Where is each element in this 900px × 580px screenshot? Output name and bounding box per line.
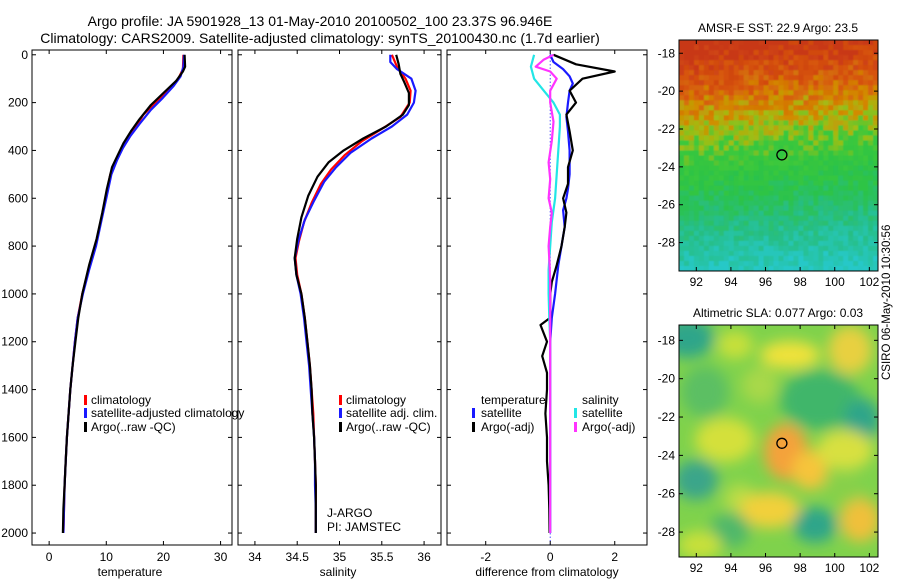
y-tick-label: 0 xyxy=(21,48,28,62)
map-y-tick-label: -24 xyxy=(658,160,676,174)
map-y-tick-label: -18 xyxy=(658,46,676,60)
side-label-text: CSIRO 06-May-2010 10:30:56 xyxy=(881,224,893,380)
map-x-tick-label: 96 xyxy=(759,275,773,289)
sst-map-frame xyxy=(678,39,879,272)
map-y-tick-label: -22 xyxy=(658,122,676,136)
difference-axis-label: difference from climatology xyxy=(475,565,618,579)
legend-item-argo: Argo(..raw -QC) xyxy=(91,420,176,434)
map-y-tick-label: -26 xyxy=(658,198,676,212)
x-tick-label: 34.5 xyxy=(286,550,310,564)
legend-swatch-blue xyxy=(339,408,342,418)
legend-swatch-magenta xyxy=(574,422,577,432)
y-tick-label: 1600 xyxy=(1,430,28,444)
series-line-temperature-argo-adj- xyxy=(539,53,616,534)
x-tick-label: 0 xyxy=(46,550,53,564)
y-tick-label: 1000 xyxy=(1,287,28,301)
map-y-tick-label: -22 xyxy=(658,410,676,424)
x-tick-label: 36 xyxy=(417,550,431,564)
legend-item-sal-argo: Argo(-adj) xyxy=(582,420,635,434)
y-tick-label: 400 xyxy=(8,143,28,157)
map-x-tick-label: 100 xyxy=(825,561,845,575)
sst-map xyxy=(679,40,878,271)
legend-item-sal-satellite: satellite xyxy=(582,406,623,420)
legend-item-climatology: climatology xyxy=(91,393,151,407)
legend-item-argo: Argo(..raw -QC) xyxy=(346,420,431,434)
y-tick-label: 800 xyxy=(8,239,28,253)
sla-map xyxy=(679,325,878,557)
map-x-tick-label: 92 xyxy=(690,561,704,575)
x-tick-label: 2 xyxy=(611,550,618,564)
x-tick-label: 34 xyxy=(248,550,262,564)
temperature-legend: climatology satellite-adjusted climatolo… xyxy=(84,393,244,434)
legend-heading-salinity: salinity xyxy=(582,393,619,407)
map-x-tick-label: 100 xyxy=(825,275,845,289)
series-line-argo-raw-qc- xyxy=(293,54,410,533)
map-x-tick-label: 98 xyxy=(793,275,807,289)
legend-item-temp-satellite: satellite xyxy=(481,406,522,420)
map-y-tick-label: -26 xyxy=(658,487,676,501)
y-tick-label: 200 xyxy=(8,96,28,110)
y-tick-label: 2000 xyxy=(1,526,28,540)
x-tick-label: 35 xyxy=(333,550,347,564)
map-x-tick-label: 92 xyxy=(690,275,704,289)
map-x-tick-label: 94 xyxy=(724,561,738,575)
legend-swatch-red xyxy=(339,395,342,405)
legend-item-satellite-adj: satellite adj. clim. xyxy=(346,406,437,420)
map-y-tick-label: -28 xyxy=(658,236,676,250)
pi-label: PI: JAMSTEC xyxy=(327,520,401,534)
salinity-axis-label: salinity xyxy=(320,565,357,579)
x-tick-label: 20 xyxy=(157,550,171,564)
salinity-legend: climatology satellite adj. clim. Argo(..… xyxy=(339,393,437,434)
map-y-tick-label: -24 xyxy=(658,448,676,462)
x-tick-label: 35.5 xyxy=(370,550,394,564)
panel-temperature-frame xyxy=(31,49,233,546)
difference-legend-temperature: temperature satellite Argo(-adj) xyxy=(472,393,546,434)
x-tick-label: 30 xyxy=(214,550,228,564)
panel-salinity-frame xyxy=(237,49,442,546)
title-line-1: Argo profile: JA 5901928_13 01-May-2010 … xyxy=(87,13,553,29)
legend-swatch-red xyxy=(84,395,87,405)
sla-map-frame xyxy=(678,324,879,558)
y-tick-label: 1200 xyxy=(1,335,28,349)
y-tick-label: 1400 xyxy=(1,383,28,397)
sla-map-title: Altimetric SLA: 0.077 Argo: 0.03 xyxy=(693,306,863,320)
x-tick-label: 10 xyxy=(100,550,114,564)
map-y-tick-label: -20 xyxy=(658,372,676,386)
series-line-argo-raw-qc- xyxy=(61,54,187,534)
map-x-tick-label: 102 xyxy=(859,561,879,575)
series-line-salinity-argo-adj- xyxy=(534,53,558,533)
legend-swatch-blue xyxy=(472,408,475,418)
title-line-2: Climatology: CARS2009. Satellite-adjuste… xyxy=(40,30,600,46)
map-y-tick-label: -28 xyxy=(658,525,676,539)
legend-heading-temperature: temperature xyxy=(481,393,546,407)
legend-swatch-black xyxy=(472,422,475,432)
program-label: J-ARGO xyxy=(327,506,372,520)
x-tick-label: -2 xyxy=(480,550,491,564)
legend-swatch-cyan xyxy=(574,408,577,418)
map-x-tick-label: 96 xyxy=(759,561,773,575)
map-y-tick-label: -20 xyxy=(658,84,676,98)
sst-map-title: AMSR-E SST: 22.9 Argo: 23.5 xyxy=(698,21,858,35)
y-tick-label: 1800 xyxy=(1,478,28,492)
legend-item-satellite-adjusted: satellite-adjusted climatology xyxy=(91,406,244,420)
legend-swatch-blue xyxy=(84,408,87,418)
difference-legend-salinity: salinity satellite Argo(-adj) xyxy=(574,393,635,434)
map-x-tick-label: 102 xyxy=(859,275,879,289)
map-x-tick-label: 94 xyxy=(724,275,738,289)
argo-location-marker xyxy=(776,149,788,161)
map-x-tick-label: 98 xyxy=(793,561,807,575)
legend-swatch-black xyxy=(339,422,342,432)
legend-swatch-black xyxy=(84,422,87,432)
legend-item-temp-argo: Argo(-adj) xyxy=(481,420,534,434)
y-tick-label: 600 xyxy=(8,191,28,205)
temperature-axis-label: temperature xyxy=(98,565,163,579)
map-y-tick-label: -18 xyxy=(658,333,676,347)
argo-location-marker xyxy=(776,437,788,449)
legend-item-climatology: climatology xyxy=(346,393,406,407)
x-tick-label: 0 xyxy=(547,550,554,564)
